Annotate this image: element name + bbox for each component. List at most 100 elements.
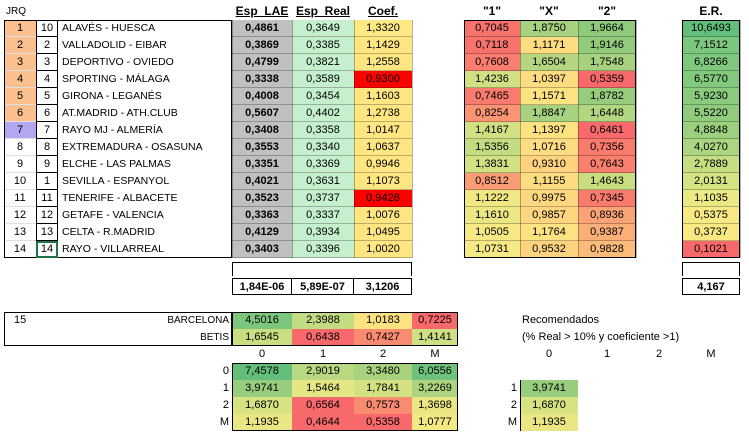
- prob-x-cell: 0,9532: [520, 241, 578, 258]
- prob-1-cell: 1,4236: [464, 71, 520, 88]
- coef-cell: 1,1603: [354, 88, 412, 105]
- header-esp-lae: Esp_LAE: [235, 4, 289, 18]
- row-index: 5: [4, 88, 36, 105]
- row-index: 7: [4, 122, 36, 139]
- prob-x-cell: 1,1397: [520, 122, 578, 139]
- total-esp-lae: 1,84E-06: [232, 278, 292, 295]
- reco-row-header: 2: [510, 399, 517, 411]
- grid-line: [232, 223, 412, 224]
- grid-line: [682, 223, 740, 224]
- matrix-row-header: M: [219, 416, 229, 428]
- grid-line: [682, 104, 740, 105]
- selected-cell[interactable]: [36, 241, 58, 258]
- esp-lae-cell: 0,3403: [232, 241, 292, 258]
- prob-1-cell: 0,7465: [464, 88, 520, 105]
- er-cell: 10,6493: [682, 20, 740, 37]
- matrix-cell: 3,9741: [232, 380, 292, 397]
- total-coef: 3,1206: [354, 278, 412, 295]
- matrix-cell: 1,5464: [292, 380, 354, 397]
- grid-line: [232, 87, 412, 88]
- match-name: ALAVÉS - HUESCA: [62, 22, 156, 34]
- match-name: AT.MADRID - ATH.CLUB: [62, 107, 178, 119]
- esp-real-cell: 0,3737: [292, 190, 354, 207]
- row-rank: 9: [36, 156, 58, 173]
- er-cell: 2,7889: [682, 156, 740, 173]
- prob-1-cell: 1,0505: [464, 224, 520, 241]
- grid-line: [682, 20, 683, 258]
- prob-1-cell: 0,7118: [464, 37, 520, 54]
- er-cell: 0,5375: [682, 207, 740, 224]
- esp-lae-cell: 0,4799: [232, 54, 292, 71]
- esp-real-cell: 0,3340: [292, 139, 354, 156]
- prob-2-cell: 1,6448: [578, 105, 636, 122]
- coef-cell: 1,1073: [354, 173, 412, 190]
- row-index: 14: [4, 241, 36, 258]
- prob-2-cell: 0,8936: [578, 207, 636, 224]
- esp-real-cell: 0,3369: [292, 156, 354, 173]
- esp-real-cell: 0,3337: [292, 207, 354, 224]
- coef-cell: 1,0076: [354, 207, 412, 224]
- coef-cell: 1,0020: [354, 241, 412, 258]
- coef-cell: 1,0495: [354, 224, 412, 241]
- reco-value: 1,6870: [520, 397, 578, 414]
- esp-lae-cell: 0,3363: [232, 207, 292, 224]
- esp-lae-cell: 0,3523: [232, 190, 292, 207]
- grid-line: [740, 20, 741, 258]
- grid-line: [682, 240, 740, 241]
- grid-line: [354, 20, 355, 258]
- row-rank: 3: [36, 54, 58, 71]
- reco-value: 1,1935: [520, 414, 578, 431]
- grid-line: [464, 87, 636, 88]
- prob-2-cell: 0,5359: [578, 71, 636, 88]
- grid-line: [682, 257, 740, 258]
- row-index: 1: [4, 20, 36, 37]
- prob-1-cell: 1,0731: [464, 241, 520, 258]
- prob-2-cell: 1,9664: [578, 20, 636, 37]
- reco-border: [520, 380, 578, 431]
- matrix-col-header: 2: [379, 348, 387, 360]
- matrix-cell: 1,6870: [232, 397, 292, 414]
- reco-col-header: 1: [603, 348, 611, 360]
- esp-real-cell: 0,3631: [292, 173, 354, 190]
- esp-real-cell: 0,3821: [292, 54, 354, 71]
- grid-line: [464, 240, 636, 241]
- grid-line: [232, 155, 412, 156]
- total-er: 4,167: [682, 278, 740, 295]
- grid-line: [682, 53, 740, 54]
- total-esp-real: 5,89E-07: [292, 278, 354, 295]
- recomendados-title: Recomendados: [522, 314, 600, 326]
- grid-line: [682, 138, 740, 139]
- prob-x-cell: 1,1171: [520, 37, 578, 54]
- prob-x-cell: 1,8750: [520, 20, 578, 37]
- row-rank: 5: [36, 88, 58, 105]
- prob-x-cell: 1,6504: [520, 54, 578, 71]
- matrix-row-header: 1: [222, 382, 229, 394]
- match-name: VALLADOLID - EIBAR: [62, 39, 167, 51]
- totals-spacer: [232, 262, 412, 276]
- prob-1-cell: 1,4167: [464, 122, 520, 139]
- matrix-cell: 6,0556: [412, 363, 458, 380]
- grid-line: [464, 53, 636, 54]
- coef-cell: 0,9946: [354, 156, 412, 173]
- match-name: RAYO MJ - ALMERÍA: [62, 124, 163, 136]
- er-cell: 5,9230: [682, 88, 740, 105]
- prob-1-cell: 1,1610: [464, 207, 520, 224]
- prob-2-cell: 0,6461: [578, 122, 636, 139]
- match-name: SEVILLA - ESPANYOL: [62, 175, 170, 187]
- prob-x-cell: 1,0716: [520, 139, 578, 156]
- row-rank: 2: [36, 37, 58, 54]
- grid-line: [464, 155, 636, 156]
- coef-cell: 0,9428: [354, 190, 412, 207]
- esp-lae-cell: 0,3553: [232, 139, 292, 156]
- prob-x-cell: 1,8847: [520, 105, 578, 122]
- row-rank: 1: [36, 173, 58, 190]
- pleno-row-number: 15: [14, 314, 27, 326]
- grid-line: [682, 87, 740, 88]
- prob-2-cell: 0,7345: [578, 190, 636, 207]
- esp-real-cell: 0,3649: [292, 20, 354, 37]
- reco-col-header: M: [706, 348, 716, 360]
- matrix-cell: 0,5358: [354, 414, 412, 431]
- pleno-away-value: 0,7427: [354, 329, 412, 346]
- esp-lae-cell: 0,3338: [232, 71, 292, 88]
- grid-line: [232, 189, 412, 190]
